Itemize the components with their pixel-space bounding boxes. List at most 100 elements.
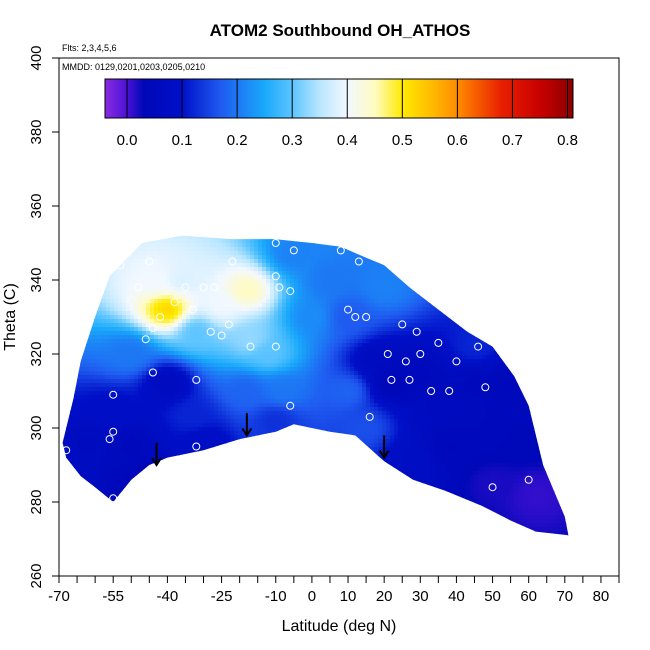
x-tick-label: 20 [376,588,393,605]
x-tick-label: -25 [211,588,233,605]
colorbar-tick-label: 0.1 [172,132,193,149]
observation-marker [336,246,345,255]
x-tick-label: -55 [102,588,124,605]
observation-marker [127,239,136,247]
heatmap-field [62,235,569,536]
observation-marker [271,272,280,281]
x-tick-label: -40 [157,588,179,605]
y-tick-label: 280 [28,489,45,514]
observation-marker [365,412,374,421]
observation-marker [199,283,208,292]
observation-marker [445,387,454,395]
y-tick-label: 300 [28,415,45,440]
colorbar: 0.0 0.1 0.2 0.3 0.4 0.5 0.6 0.7 0.8 [104,78,578,149]
x-tick-label: 10 [340,588,357,605]
observation-marker [362,313,371,321]
observation-marker [401,357,410,366]
tropopause-arrows [151,413,390,467]
y-tick-label: 260 [28,563,45,588]
colorbar-tick-label: 0.5 [392,132,413,149]
observation-marker [148,368,157,377]
colorbar-tick-label: 0.2 [227,132,248,149]
x-tick-label: 50 [484,588,501,605]
colorbar-tick-label: 0.7 [502,132,523,149]
observation-marker [224,320,233,329]
colorbar-tick-label: 0.3 [282,132,303,149]
observation-marker [387,375,396,384]
tropopause-arrow [378,435,390,460]
observation-marker [286,401,295,410]
x-tick-label: 60 [520,588,537,605]
observation-marker [412,327,421,336]
observation-marker [206,327,215,336]
x-tick-label: 0 [308,588,316,605]
y-axis-label: Theta (C) [2,283,19,351]
y-tick-label: 320 [28,341,45,366]
observation-marker [109,427,118,436]
colorbar-gradient [104,78,574,119]
observation-marker [398,320,407,329]
observation-marker [188,305,197,314]
observation-marker [275,283,284,292]
observation-marker [109,390,118,399]
observation-marker [344,305,353,314]
observation-marker [109,494,118,503]
x-axis: -70 -55 -40 -25 -10 0 10 20 30 40 50 60 70 80 [48,576,620,605]
x-tick-label: 30 [412,588,429,605]
observation-marker [134,283,143,292]
observation-marker [271,342,280,351]
y-tick-label: 380 [28,119,45,144]
observation-marker [228,257,237,266]
observation-marker [170,298,179,307]
observation-marker [351,313,360,321]
observation-marker [524,475,533,484]
observation-marker [488,483,497,492]
observation-marker [474,342,483,351]
y-axis: 260 280 300 320 340 360 380 400 [28,45,59,589]
observation-marker [271,239,280,247]
y-tick-label: 360 [28,193,45,218]
observation-marker [62,446,71,455]
observation-marker [210,283,219,292]
chart-title: ATOM2 Southbound OH_ATHOS [210,21,471,40]
tropopause-arrow [151,442,162,467]
observation-marker [105,435,114,444]
observation-marker [156,313,165,321]
observation-marker [416,350,425,358]
observation-marker [481,383,490,392]
colorbar-tick-label: 0.4 [337,132,358,149]
observation-marker [116,261,125,270]
x-tick-label: 70 [556,588,573,605]
observation-marker [391,257,399,266]
dates-note: MMDD: 0129,0201,0203,0205,0210 [62,62,205,72]
observation-marker [217,331,226,340]
colorbar-tick-label: 0.6 [447,132,468,149]
flights-note: Flts: 2,3,4,5,6 [62,43,117,53]
plot-frame [58,57,620,577]
x-tick-label: 40 [448,588,465,605]
x-tick-label: -10 [265,588,287,605]
observation-marker [145,257,154,266]
x-tick-label: -70 [48,588,70,605]
observation-marker [289,246,298,255]
observation-marker [246,342,255,351]
observation-points [62,239,533,503]
colorbar-tick-label: 0.8 [557,132,578,149]
observation-marker [405,375,414,384]
observation-marker [192,442,201,451]
observation-marker [383,350,392,358]
y-tick-label: 400 [28,45,45,70]
observation-marker [452,357,461,366]
observation-marker [181,283,190,292]
observation-marker [434,338,443,347]
x-axis-label: Latitude (deg N) [282,618,397,635]
observation-marker [427,387,436,395]
colorbar-tick-label: 0.0 [117,132,138,149]
observation-marker [354,257,363,266]
observation-marker [192,375,201,384]
tropopause-arrow [241,413,253,438]
observation-marker [141,335,150,344]
x-tick-label: 80 [593,588,610,605]
observation-marker [148,324,157,333]
